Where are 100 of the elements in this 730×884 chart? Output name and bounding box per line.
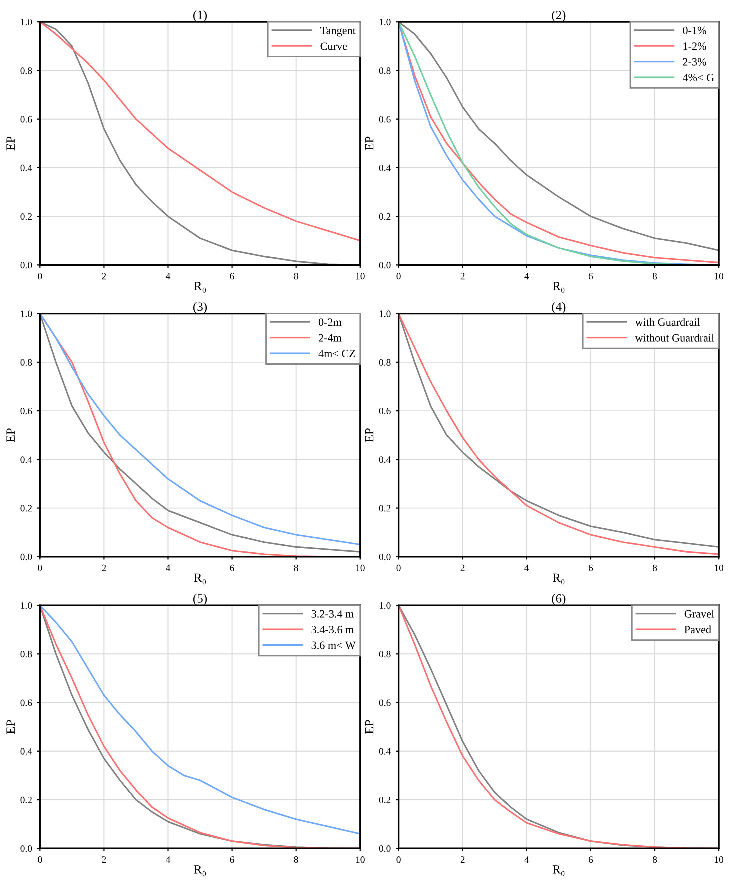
chart-title: (4)	[552, 302, 566, 314]
x-tick-label: 10	[715, 564, 724, 572]
x-tick-label: 4	[524, 856, 530, 864]
y-tick-label: 0.6	[379, 700, 391, 706]
x-tick-label: 10	[715, 273, 724, 280]
y-tick-label: 1.0	[21, 310, 32, 318]
y-axis-title: EP	[6, 720, 15, 734]
chart-title: (5)	[194, 594, 208, 606]
x-tick-label: 2	[460, 273, 465, 280]
legend-label: Paved	[684, 626, 712, 634]
y-tick-label: 0.8	[379, 651, 391, 658]
chart-title: (6)	[552, 594, 566, 606]
y-tick-label: 0.4	[379, 456, 392, 464]
x-tick-label: 8	[294, 273, 298, 280]
y-tick-label: 1.0	[380, 19, 391, 26]
chart-title: (2)	[552, 10, 566, 22]
y-tick-label: 0.6	[379, 408, 391, 415]
x-axis-title: R₀	[552, 866, 565, 876]
x-tick-label: 10	[356, 564, 365, 572]
x-tick-label: 10	[356, 856, 365, 864]
legend-label: 0-1%	[683, 26, 706, 34]
y-tick-label: 0.2	[379, 213, 391, 220]
legend-label: 2-3%	[683, 58, 706, 66]
x-tick-label: 6	[588, 564, 594, 572]
y-tick-label: 1.0	[380, 310, 391, 318]
chart-title: (3)	[194, 302, 208, 314]
x-tick-label: 4	[166, 856, 171, 864]
legend-label: Curve	[320, 42, 348, 50]
legend-label: 3.4-3.6 m	[312, 626, 354, 634]
x-tick-label: 8	[294, 564, 298, 572]
y-tick-label: 0.8	[20, 68, 32, 74]
y-tick-label: 0.0	[20, 846, 32, 852]
y-tick-label: 0.4	[20, 456, 32, 464]
legend-label: 3.2-3.4 m	[312, 610, 354, 618]
legend-label: 4%< G	[682, 74, 714, 82]
x-tick-label: 8	[652, 856, 658, 864]
x-tick-label: 0	[38, 856, 42, 864]
x-axis-title: R₀	[194, 866, 206, 876]
y-tick-label: 0.8	[20, 651, 32, 658]
x-tick-label: 4	[524, 273, 530, 280]
legend-label: Gravel	[684, 610, 714, 618]
x-axis-title: R₀	[194, 282, 206, 293]
x-tick-label: 6	[588, 273, 594, 280]
legend-label: 3.6 m< W	[312, 642, 356, 650]
y-tick-label: 1.0	[21, 19, 32, 26]
x-tick-label: 2	[460, 564, 465, 572]
x-tick-label: 6	[230, 564, 234, 572]
y-tick-label: 0.6	[20, 116, 32, 123]
y-tick-label: 1.0	[380, 602, 391, 610]
x-tick-label: 2	[102, 856, 106, 864]
y-tick-label: 0.8	[379, 68, 391, 74]
legend-label: 1-2%	[684, 42, 706, 50]
y-tick-label: 0.8	[379, 359, 391, 366]
y-tick-label: 0.6	[20, 700, 32, 706]
y-axis-title: EP	[365, 720, 374, 734]
legend-label: without Guardrail	[635, 334, 714, 342]
x-tick-label: 6	[588, 856, 594, 864]
x-tick-label: 2	[102, 273, 106, 280]
x-axis-title: R₀	[194, 574, 206, 585]
x-tick-label: 0	[38, 273, 42, 280]
y-tick-label: 0.4	[379, 164, 392, 172]
y-axis-title: EP	[365, 428, 374, 442]
y-tick-label: 0.8	[20, 359, 32, 366]
x-tick-label: 0	[396, 856, 401, 864]
y-axis-title: EP	[6, 428, 15, 442]
x-tick-label: 10	[715, 856, 724, 864]
x-tick-label: 4	[524, 564, 530, 572]
x-tick-label: 4	[166, 273, 171, 280]
legend-label: 4m< CZ	[318, 350, 356, 358]
y-tick-label: 0.2	[20, 213, 32, 220]
y-tick-label: 0.4	[379, 748, 392, 755]
x-tick-label: 0	[396, 273, 401, 280]
x-tick-label: 8	[294, 856, 298, 864]
x-tick-label: 2	[102, 564, 106, 572]
y-tick-label: 0.0	[379, 554, 391, 560]
x-tick-label: 8	[652, 273, 658, 280]
y-tick-label: 0.6	[20, 408, 32, 415]
x-axis-title: R₀	[552, 574, 565, 585]
x-tick-label: 0	[396, 564, 401, 572]
legend-label: Tangent	[320, 27, 356, 37]
y-tick-label: 0.0	[20, 262, 32, 269]
legend-label: 2-4m	[318, 334, 342, 342]
y-tick-label: 0.4	[20, 748, 32, 755]
y-tick-label: 0.0	[20, 554, 32, 560]
x-axis-title: R₀	[552, 282, 565, 293]
y-tick-label: 0.0	[379, 262, 391, 269]
x-tick-label: 6	[230, 273, 234, 280]
x-tick-label: 6	[230, 856, 234, 864]
x-tick-label: 8	[652, 564, 658, 572]
chart-title: (1)	[194, 10, 208, 22]
y-tick-label: 0.2	[20, 505, 32, 512]
legend-label: with Guardrail	[635, 318, 700, 326]
x-tick-label: 4	[166, 564, 171, 572]
y-tick-label: 0.4	[20, 164, 32, 172]
y-axis-title: EP	[365, 136, 374, 151]
y-tick-label: 0.2	[379, 796, 391, 804]
legend-label: 0-2m	[318, 318, 342, 326]
y-tick-label: 1.0	[21, 602, 32, 610]
x-tick-label: 0	[38, 564, 42, 572]
y-tick-label: 0.0	[379, 846, 391, 852]
